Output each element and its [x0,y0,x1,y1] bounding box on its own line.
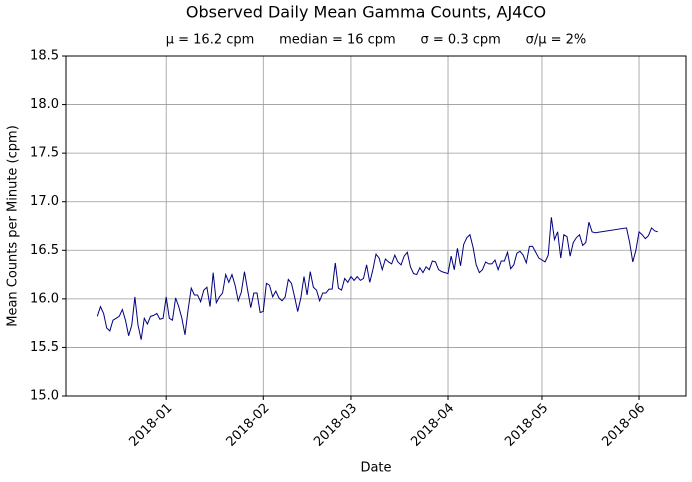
x-tick-label: 2018-03 [311,401,360,450]
x-axis-label: Date [360,461,391,476]
plot-frame [65,55,687,397]
chart-title: Observed Daily Mean Gamma Counts, AJ4CO [186,3,546,22]
x-tick-label: 2018-02 [224,401,273,450]
y-tick-label: 16.5 [30,243,59,258]
y-tick-label: 15.5 [30,340,59,355]
y-tick-label: 17.5 [30,146,59,161]
chart-subtitle: μ = 16.2 cpm median = 16 cpm σ = 0.3 cpm… [166,33,587,48]
y-tick-label: 15.0 [30,389,59,404]
y-tick-label: 17.0 [30,194,59,209]
x-tick-label: 2018-04 [408,401,457,450]
y-tick-label: 16.0 [30,291,59,306]
data-line [96,217,658,340]
y-axis-label: Mean Counts per Minute (cpm) [6,125,21,327]
y-tick-label: 18.0 [30,97,59,112]
x-tick-label: 2018-05 [502,401,551,450]
x-tick-label: 2018-06 [599,401,648,450]
y-tick-label: 18.5 [30,49,59,64]
x-tick-label: 2018-01 [126,401,175,450]
